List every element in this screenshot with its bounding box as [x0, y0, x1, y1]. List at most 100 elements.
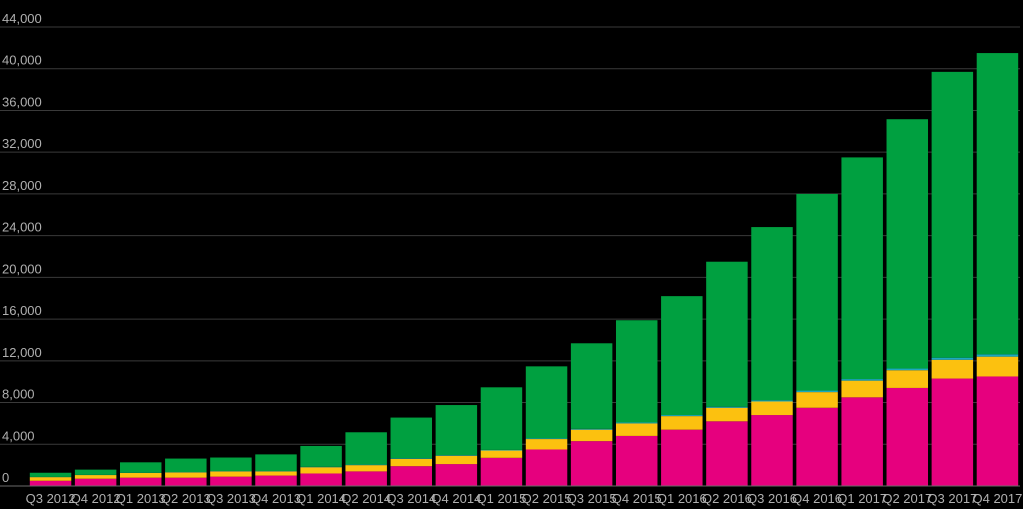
x-tick-label: Q4 2016 — [792, 491, 842, 506]
x-tick-label: Q3 2015 — [567, 491, 617, 506]
x-tick-label: Q4 2017 — [973, 491, 1023, 506]
bar-segment-2 — [345, 465, 387, 472]
bar-segment-2 — [29, 477, 72, 481]
x-tick-label: Q1 2017 — [837, 491, 887, 506]
bar-segment-4 — [74, 469, 117, 475]
bar-segment-4 — [615, 320, 658, 423]
bar-segment-2 — [931, 359, 974, 379]
bar-segment-3 — [570, 428, 613, 430]
bar-segment-2 — [615, 423, 658, 436]
y-tick-label: 36,000 — [2, 94, 42, 109]
x-tick-label: Q2 2013 — [161, 491, 211, 506]
bar-segment-4 — [29, 472, 72, 477]
bar-segment-4 — [119, 462, 162, 473]
bar-segment-2 — [706, 407, 748, 422]
bar-segment-2 — [435, 455, 478, 465]
bar-segment-1 — [886, 387, 929, 486]
x-tick-label: Q3 2013 — [206, 491, 256, 506]
bar-segment-2 — [255, 471, 297, 476]
x-tick-label: Q3 2014 — [386, 491, 436, 506]
bar-segment-1 — [706, 421, 748, 486]
bar-segment-4 — [661, 296, 703, 416]
bar-segment-2 — [751, 401, 793, 416]
x-tick-label: Q3 2012 — [26, 491, 76, 506]
bar-segment-4 — [751, 227, 793, 401]
bar-segment-2 — [165, 472, 207, 478]
bar-segment-3 — [480, 449, 523, 451]
bar-segment-1 — [390, 466, 433, 486]
x-tick-label: Q2 2016 — [702, 491, 752, 506]
bar-segment-3 — [796, 390, 838, 393]
bar-segment-3 — [435, 455, 478, 456]
bar-segment-4 — [300, 445, 342, 467]
bar-segment-4 — [210, 457, 252, 472]
bar-segment-2 — [210, 471, 252, 477]
bar-segment-3 — [706, 406, 748, 408]
grid — [0, 26, 1020, 445]
bars — [29, 53, 1019, 486]
y-tick-label: 44,000 — [2, 11, 42, 26]
x-tick-label: Q2 2015 — [522, 491, 572, 506]
bar-segment-4 — [480, 387, 523, 450]
y-tick-label: 40,000 — [2, 53, 42, 68]
bar-segment-1 — [525, 449, 568, 486]
bar-segment-4 — [796, 193, 838, 391]
bar-segment-4 — [165, 458, 207, 473]
bar-segment-1 — [976, 376, 1019, 486]
bar-segment-3 — [841, 379, 883, 381]
bar-segment-3 — [390, 458, 433, 459]
axes: 0 4,000 8,000 12,000 16,000 20,000 24,000 28,00… — [0, 11, 1022, 506]
bar-segment-1 — [570, 441, 613, 486]
x-tick-label: Q1 2016 — [657, 491, 707, 506]
bar-segment-1 — [615, 435, 658, 486]
bar-segment-2 — [525, 439, 568, 450]
bar-segment-4 — [525, 366, 568, 439]
bar-segment-3 — [751, 400, 793, 402]
bar-segment-1 — [29, 480, 72, 486]
bar-segment-1 — [751, 415, 793, 486]
bar-segment-3 — [525, 438, 568, 440]
x-tick-label: Q4 2015 — [612, 491, 662, 506]
bar-segment-2 — [390, 458, 433, 467]
x-tick-label: Q1 2013 — [116, 491, 166, 506]
x-tick-label: Q2 2014 — [341, 491, 391, 506]
x-tick-label: Q4 2013 — [251, 491, 301, 506]
x-tick-label: Q1 2015 — [477, 491, 527, 506]
bar-segment-4 — [706, 261, 748, 407]
bar-segment-2 — [841, 380, 883, 398]
bar-segment-1 — [119, 477, 162, 486]
bar-segment-4 — [976, 53, 1019, 355]
x-tick-label: Q3 2016 — [747, 491, 797, 506]
bar-segment-1 — [931, 378, 974, 486]
bar-segment-1 — [345, 471, 387, 486]
y-tick-label: 4,000 — [2, 428, 35, 443]
bar-segment-2 — [661, 416, 703, 430]
bar-segment-4 — [345, 432, 387, 465]
y-tick-label: 32,000 — [2, 136, 42, 151]
bar-segment-1 — [255, 475, 297, 486]
bar-segment-2 — [119, 472, 162, 478]
bar-segment-2 — [74, 475, 117, 479]
bar-segment-4 — [255, 454, 297, 472]
x-tick-label: Q3 2017 — [927, 491, 977, 506]
bar-segment-1 — [841, 397, 883, 486]
bar-segment-1 — [210, 476, 252, 486]
y-tick-label: 0 — [2, 470, 9, 485]
bar-segment-3 — [976, 354, 1019, 357]
bar-segment-4 — [435, 405, 478, 456]
y-tick-label: 16,000 — [2, 303, 42, 318]
y-tick-label: 12,000 — [2, 345, 42, 360]
y-tick-label: 28,000 — [2, 178, 42, 193]
x-tick-label: Q1 2014 — [296, 491, 346, 506]
bar-segment-4 — [390, 417, 433, 459]
bar-segment-1 — [300, 473, 342, 486]
x-tick-label: Q4 2014 — [431, 491, 481, 506]
bar-segment-4 — [886, 119, 929, 369]
bar-segment-2 — [570, 429, 613, 442]
bar-segment-2 — [886, 370, 929, 388]
y-tick-label: 20,000 — [2, 261, 42, 276]
bar-segment-1 — [480, 457, 523, 486]
bar-segment-3 — [345, 464, 387, 466]
bar-segment-2 — [480, 450, 523, 458]
y-tick-label: 8,000 — [2, 387, 35, 402]
